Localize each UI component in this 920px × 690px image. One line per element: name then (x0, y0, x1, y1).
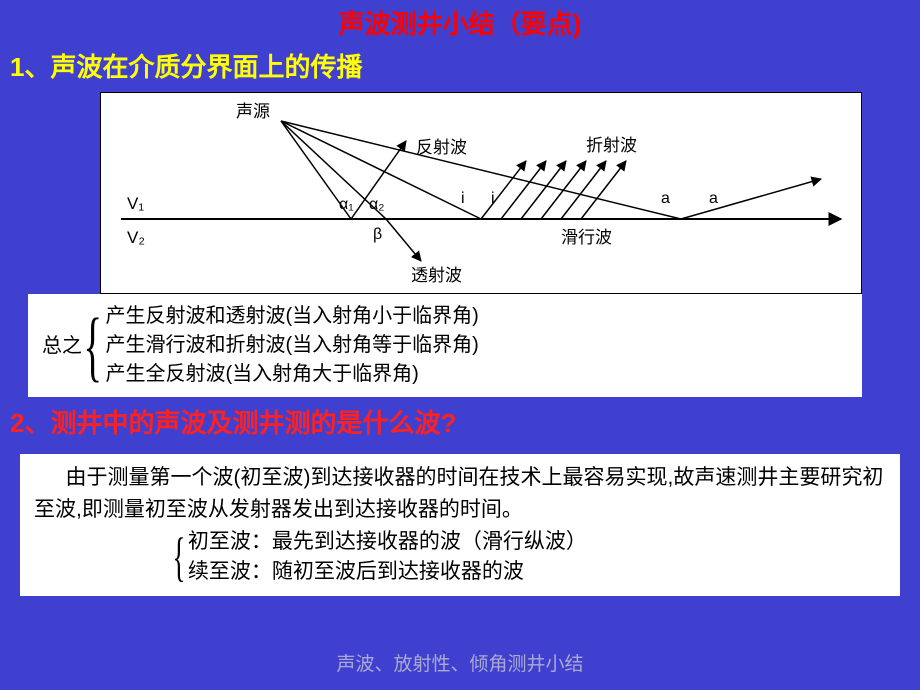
source-label: 声源 (236, 102, 270, 121)
beta-label: β (373, 226, 382, 243)
brace-icon: { (172, 530, 185, 584)
reflect-label: 反射波 (416, 138, 467, 157)
a1-label: a (661, 190, 670, 207)
footer-text: 声波、放射性、倾角测井小结 (336, 649, 583, 676)
summary-line: 产生滑行波和折射波(当入射角等于临界角) (105, 331, 478, 360)
def-line: 初至波：最先到达接收器的波（滑行纵波） (188, 527, 587, 557)
section2-content: 由于测量第一个波(初至波)到达接收器的时间在技术上最容易实现,故声速测井主要研究… (20, 454, 900, 596)
i1-label: i (461, 190, 465, 207)
definition-lines: 初至波：最先到达接收器的波（滑行纵波） 续至波：随初至波后到达接收器的波 (188, 527, 587, 588)
summary-line: 产生全反射波(当入射角大于临界角) (105, 360, 478, 389)
summary-line: 产生反射波和透射波(当入射角小于临界角) (105, 302, 478, 331)
page-title: 声波测井小结（要点) (0, 0, 920, 41)
alpha1-label: α₁ (339, 196, 354, 213)
refract-label: 折射波 (586, 136, 637, 155)
wave-diagram: 声源 α₁ α₂ 反射波 β 透射波 i i 折射波 滑行波 a a V₁ V₂ (100, 92, 862, 294)
section1-heading: 1、声波在介质分界面上的传播 (0, 41, 920, 92)
summary-lines: 产生反射波和透射波(当入射角小于临界角) 产生滑行波和折射波(当入射角等于临界角… (105, 302, 478, 389)
section2-paragraph: 由于测量第一个波(初至波)到达接收器的时间在技术上最容易实现,故声速测井主要研究… (34, 462, 892, 525)
def-line: 续至波：随初至波后到达接收器的波 (188, 557, 587, 587)
brace-icon: { (83, 307, 102, 385)
wave-diagram-svg: 声源 α₁ α₂ 反射波 β 透射波 i i 折射波 滑行波 a a V₁ V₂ (117, 101, 845, 291)
glide-label: 滑行波 (561, 228, 612, 247)
v2-label: V₂ (127, 228, 145, 247)
summary-label: 总之 (42, 331, 84, 361)
transmit-label: 透射波 (411, 266, 462, 285)
a2-label: a (709, 190, 718, 207)
alpha2-label: α₂ (369, 196, 384, 213)
section1-summary: 总之 { 产生反射波和透射波(当入射角小于临界角) 产生滑行波和折射波(当入射角… (28, 294, 862, 397)
section2-heading: 2、测井中的声波及测井测的是什么波? (0, 397, 920, 448)
v1-label: V₁ (127, 194, 144, 213)
